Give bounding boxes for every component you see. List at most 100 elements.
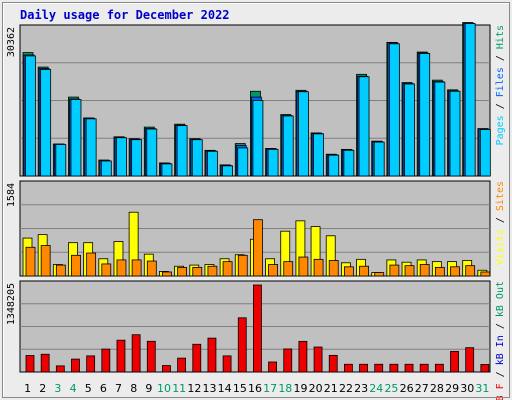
bar-sites — [25, 246, 36, 277]
bar-kb — [162, 365, 171, 373]
bar-kb — [343, 363, 353, 373]
bar-pages — [479, 129, 491, 177]
day-label: 14 — [218, 382, 232, 395]
bar-pages — [237, 147, 249, 177]
legend-text: / — [495, 317, 506, 335]
bar-pages — [449, 90, 461, 177]
bar-kb — [434, 363, 444, 373]
day-label: 11 — [172, 382, 186, 395]
bar-pages — [146, 128, 158, 177]
bar-kb — [237, 317, 247, 373]
bar-kb — [268, 361, 277, 373]
bar-pages — [116, 137, 127, 177]
legend-text: kB Out — [495, 281, 506, 317]
bar-kb — [465, 347, 475, 373]
bar-sites — [480, 271, 491, 277]
bar-sites — [404, 265, 415, 277]
day-label: 29 — [445, 382, 459, 395]
ymax-label: 1584 — [6, 183, 17, 207]
legend-text: / — [495, 365, 506, 383]
bar-pages — [100, 160, 112, 177]
bar-pages — [373, 141, 385, 177]
bar-kb — [389, 363, 399, 373]
day-label: 19 — [293, 382, 307, 395]
bar-kb — [71, 358, 80, 373]
bar-kb — [55, 365, 65, 373]
bar-kb — [313, 346, 323, 373]
bar-sites — [131, 259, 142, 277]
ymax-label: 1348205 — [6, 283, 17, 325]
day-label: 7 — [115, 382, 122, 395]
day-label: 2 — [39, 382, 46, 395]
bar-kb — [298, 340, 308, 373]
legend-text: Hits — [495, 25, 506, 49]
day-label: 10 — [157, 382, 171, 395]
bar-pages — [282, 115, 294, 177]
bar-sites — [40, 245, 51, 277]
bar-sites — [343, 266, 354, 277]
bar-sites — [419, 264, 430, 277]
bar-sites — [465, 265, 476, 277]
bar-pages — [358, 76, 370, 177]
bar-sites — [283, 261, 294, 277]
legend-text: / — [495, 97, 506, 115]
legend-text: / — [495, 211, 506, 229]
bar-sites — [359, 265, 369, 277]
day-label: 26 — [400, 382, 414, 395]
day-label: 22 — [339, 382, 353, 395]
bar-kb — [450, 350, 459, 373]
day-label: 23 — [354, 382, 368, 395]
bar-sites — [71, 254, 81, 277]
bar-pages — [313, 133, 324, 177]
bar-sites — [450, 266, 460, 277]
bar-pages — [70, 99, 82, 177]
series-legend: Pages / Files / Hits — [495, 25, 506, 145]
bar-pages — [388, 43, 400, 177]
day-label: 18 — [278, 382, 292, 395]
bar-pages — [343, 149, 355, 177]
day-label: 13 — [203, 382, 217, 395]
day-label: 12 — [187, 382, 201, 395]
day-label: 5 — [85, 382, 92, 395]
bar-kb — [101, 348, 111, 373]
day-label: 27 — [415, 382, 429, 395]
bar-kb — [283, 348, 293, 373]
legend-text: kB F — [495, 383, 506, 400]
bar-sites — [253, 219, 263, 277]
bar-kb — [359, 363, 368, 373]
bar-pages — [434, 81, 446, 177]
bar-sites — [177, 266, 188, 277]
bar-pages — [252, 100, 264, 177]
bar-kb — [177, 357, 187, 373]
bar-pages — [222, 165, 233, 177]
bar-kb — [207, 337, 217, 373]
bar-kb — [40, 353, 50, 373]
bar-kb — [222, 355, 232, 373]
bar-sites — [162, 271, 172, 277]
bar-pages — [176, 125, 188, 177]
bar-pages — [404, 83, 415, 177]
bar-sites — [328, 260, 339, 277]
bar-kb — [131, 334, 141, 373]
day-label: 16 — [248, 382, 262, 395]
bar-pages — [464, 23, 476, 177]
bar-pages — [328, 154, 340, 177]
bar-sites — [101, 263, 112, 277]
legend-text: / — [495, 49, 506, 67]
legend-text: Sites — [495, 181, 506, 211]
bar-kb — [374, 363, 384, 373]
bar-pages — [191, 139, 203, 177]
bar-pages — [161, 163, 173, 177]
bar-pages — [298, 91, 309, 177]
day-label: 17 — [263, 382, 277, 395]
bar-pages — [207, 150, 218, 177]
bar-sites — [434, 266, 445, 277]
bar-kb — [253, 284, 262, 373]
day-label: 9 — [145, 382, 152, 395]
day-label: 24 — [369, 382, 383, 395]
bar-pages — [55, 144, 67, 177]
series-legend: kB F / kB In / kB Out — [495, 281, 506, 400]
legend-text: kB In — [495, 335, 506, 365]
bar-sites — [146, 260, 157, 277]
